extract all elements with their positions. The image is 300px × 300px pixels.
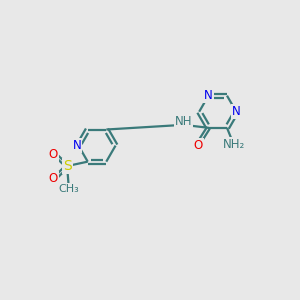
- Text: NH₂: NH₂: [223, 138, 245, 152]
- Text: N: N: [204, 89, 213, 102]
- Text: S: S: [63, 159, 71, 173]
- Text: CH₃: CH₃: [58, 184, 79, 194]
- Text: N: N: [73, 139, 81, 152]
- Text: O: O: [194, 139, 203, 152]
- Text: O: O: [49, 148, 58, 161]
- Text: NH: NH: [175, 115, 192, 128]
- Text: N: N: [232, 105, 241, 118]
- Text: O: O: [49, 172, 58, 185]
